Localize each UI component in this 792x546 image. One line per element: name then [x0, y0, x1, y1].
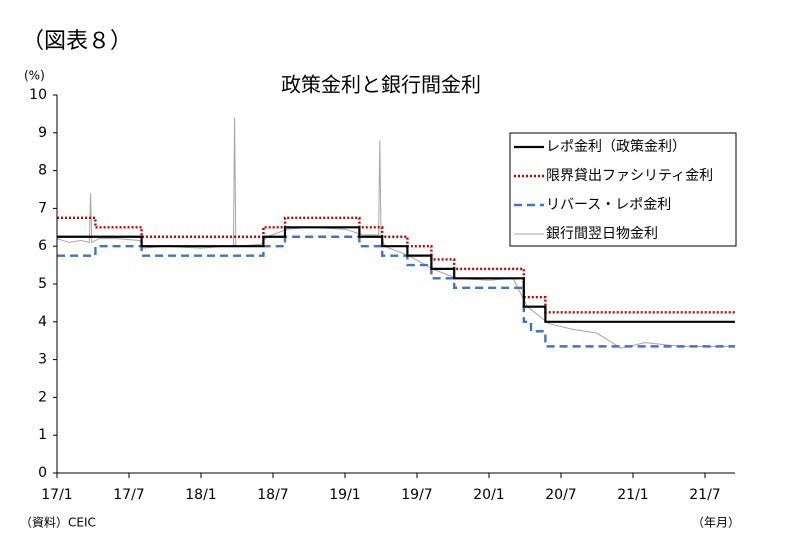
y-tick-label: 0 — [38, 465, 47, 481]
y-unit-label: (%) — [24, 69, 45, 83]
legend-label: 限界貸出ファシリティ金利 — [546, 168, 713, 184]
y-tick-label: 6 — [38, 238, 47, 254]
series-line — [57, 235, 735, 348]
series-line — [57, 226, 735, 323]
chart-title: 政策金利と銀行間金利 — [281, 73, 481, 97]
y-tick-label: 4 — [38, 314, 47, 330]
figure-label: （図表８） — [22, 29, 132, 54]
x-tick-label: 18/7 — [257, 487, 288, 503]
x-tick-label: 21/7 — [689, 487, 720, 503]
y-tick-label: 10 — [29, 87, 47, 103]
y-tick-label: 8 — [38, 163, 47, 179]
source-note: （資料）CEIC — [20, 516, 96, 530]
x-tick-label: 19/1 — [329, 487, 360, 503]
x-tick-label: 19/7 — [401, 487, 432, 503]
y-tick-label: 7 — [38, 200, 47, 216]
series-line — [57, 216, 735, 314]
legend-label: リバース・レポ金利 — [546, 197, 671, 213]
y-tick-label: 1 — [38, 427, 47, 443]
x-tick-label: 17/7 — [113, 487, 144, 503]
y-tick-label: 2 — [38, 389, 47, 405]
x-tick-label: 21/1 — [617, 487, 648, 503]
x-unit-label: （年月） — [692, 516, 740, 530]
legend-label: レポ金利（政策金利） — [546, 138, 686, 155]
x-tick-label: 20/1 — [473, 487, 504, 503]
y-tick-label: 3 — [38, 352, 47, 368]
legend-label: 銀行間翌日物金利 — [546, 226, 658, 242]
legend-box — [509, 132, 737, 247]
y-tick-label: 9 — [38, 125, 47, 141]
y-tick-label: 5 — [38, 276, 47, 292]
x-tick-label: 18/1 — [185, 487, 216, 503]
x-tick-label: 20/7 — [545, 487, 576, 503]
x-tick-label: 17/1 — [41, 487, 72, 503]
